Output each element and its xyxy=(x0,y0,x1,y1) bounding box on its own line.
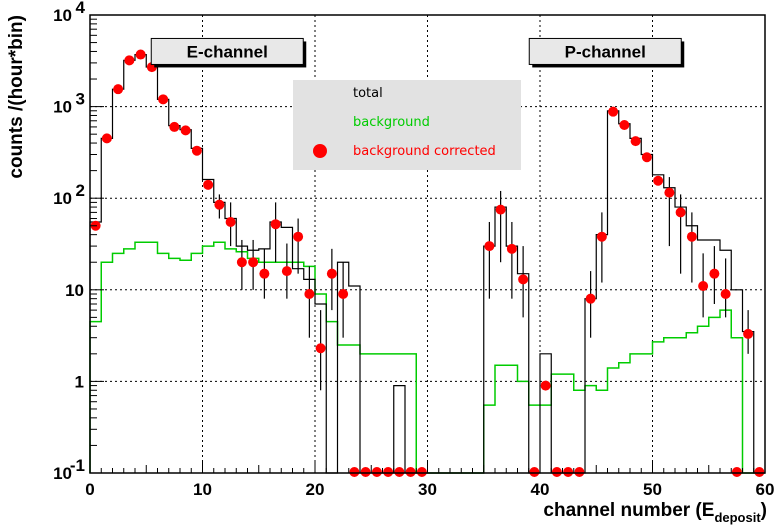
data-point xyxy=(383,467,394,477)
data-point xyxy=(326,268,337,279)
data-point xyxy=(203,179,214,190)
x-tick-label: 50 xyxy=(643,480,662,499)
data-point xyxy=(484,241,495,252)
data-point xyxy=(675,207,686,218)
data-point xyxy=(608,106,619,117)
data-point xyxy=(551,467,562,477)
data-point xyxy=(630,136,641,147)
data-point xyxy=(191,145,202,156)
data-point xyxy=(293,231,304,242)
data-point xyxy=(304,288,315,299)
background-corrected-series xyxy=(90,49,765,477)
legend-marker xyxy=(313,144,327,158)
y-tick-label: 10 xyxy=(53,189,72,208)
data-point xyxy=(349,467,360,477)
data-point xyxy=(405,467,416,477)
total-series xyxy=(89,53,765,474)
data-point xyxy=(731,467,742,477)
x-axis-title: channel number (Edeposit) xyxy=(543,500,767,525)
total-histogram xyxy=(89,53,765,474)
data-point xyxy=(506,243,517,254)
data-point xyxy=(360,467,371,477)
data-point xyxy=(416,467,427,477)
data-point xyxy=(338,288,349,299)
data-point xyxy=(101,133,112,144)
data-point xyxy=(754,467,765,477)
data-point xyxy=(371,467,382,477)
data-point xyxy=(686,231,697,242)
x-tick-label: 0 xyxy=(85,480,94,499)
data-point xyxy=(574,467,585,477)
data-point xyxy=(495,204,506,215)
x-tick-label: 60 xyxy=(756,480,775,499)
data-point xyxy=(281,266,292,277)
legend: total background background corrected xyxy=(293,80,521,170)
data-point xyxy=(540,380,551,391)
data-point xyxy=(169,121,180,132)
y-tick-label: 1 xyxy=(75,372,84,391)
data-point xyxy=(259,268,270,279)
data-point xyxy=(563,467,574,477)
annotation-box xyxy=(150,37,304,65)
annotation-text: P-channel xyxy=(565,42,646,61)
data-point xyxy=(124,55,135,66)
y-tick-label: 10 xyxy=(53,464,72,483)
data-point xyxy=(214,199,225,210)
data-point xyxy=(270,219,281,230)
annotation-text: E-channel xyxy=(187,42,268,61)
y-tick-label: 10 xyxy=(53,6,72,25)
data-point xyxy=(720,288,731,299)
legend-entry: background xyxy=(353,115,430,130)
data-point xyxy=(236,257,247,268)
y-tick-exponent: 3 xyxy=(76,90,85,109)
legend-box xyxy=(293,80,521,170)
x-tick-label: 20 xyxy=(306,480,325,499)
x-axis-ticks: 0 10 20 30 40 50 60 xyxy=(85,461,774,499)
y-tick-exponent: 4 xyxy=(76,0,86,17)
y-tick-exponent: 2 xyxy=(76,181,85,200)
data-point xyxy=(135,49,146,60)
data-point xyxy=(653,175,664,186)
data-point xyxy=(529,467,540,477)
legend-entry: background corrected xyxy=(353,144,496,159)
data-point xyxy=(743,328,754,339)
y-axis-title: counts /(hour*bin) xyxy=(6,15,27,179)
axis-titles: channel number (Edeposit) counts /(hour*… xyxy=(6,15,767,525)
data-point xyxy=(248,257,259,268)
data-point xyxy=(664,187,675,198)
y-tick-label: 10 xyxy=(53,98,72,117)
y-tick-exponent: -1 xyxy=(70,456,85,475)
data-point xyxy=(180,125,191,136)
annotation-box xyxy=(528,37,682,65)
x-tick-label: 30 xyxy=(418,480,437,499)
legend-entry: total xyxy=(353,86,383,101)
data-point xyxy=(158,94,169,105)
data-point xyxy=(641,152,652,163)
y-tick-label: 10 xyxy=(65,281,84,300)
x-tick-label: 40 xyxy=(531,480,550,499)
x-tick-label: 10 xyxy=(193,480,212,499)
data-point xyxy=(585,293,596,304)
data-point xyxy=(518,274,529,285)
data-point xyxy=(225,216,236,227)
data-point xyxy=(394,467,405,477)
channel-annotations: E-channel P-channel xyxy=(150,37,685,68)
data-point xyxy=(709,268,720,279)
data-point xyxy=(315,343,326,354)
data-point xyxy=(596,231,607,242)
data-point xyxy=(113,84,124,95)
data-point xyxy=(619,119,630,130)
data-point xyxy=(698,281,709,292)
